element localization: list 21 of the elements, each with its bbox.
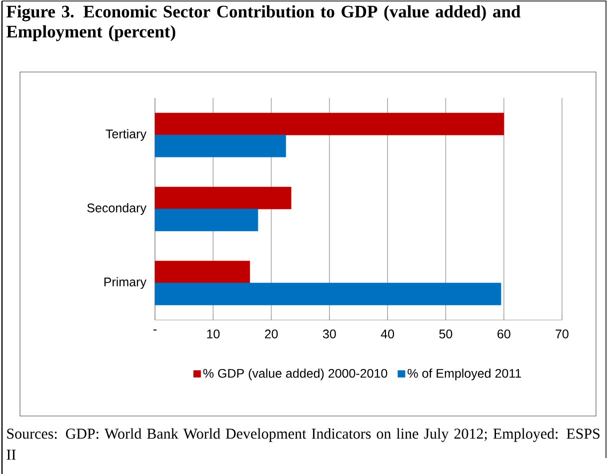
y-tick-label: Tertiary	[106, 129, 146, 141]
x-tick-label: 30	[322, 330, 336, 338]
x-tick-label: 70	[556, 330, 568, 338]
legend-label: % of Employed 2011	[408, 368, 522, 380]
bar	[154, 282, 502, 306]
bar	[154, 112, 504, 136]
y-tick-label: Primary	[104, 277, 146, 289]
x-tick-label: 10	[207, 330, 220, 338]
legend-label: % GDP (value added) 2000-2010	[203, 368, 388, 380]
bar	[154, 260, 250, 284]
source-note: Sources: GDP: World Bank World Development Indicators on line July 2012; Employed: ESPS II	[6, 428, 600, 460]
x-tick-label: 20	[264, 330, 278, 338]
chart-title: Figure 3. Economic Sector Contribution to GDP (value added) and Employment (percent)	[6, 5, 520, 42]
x-tick-label: 40	[380, 330, 394, 338]
x-tick-label: 60	[498, 330, 510, 338]
bar	[154, 134, 286, 158]
x-tick-label: 50	[439, 330, 452, 338]
bar	[154, 186, 292, 210]
x-tick-label: -	[153, 330, 157, 331]
y-tick-label: Secondary	[87, 203, 146, 215]
bar	[154, 208, 258, 232]
